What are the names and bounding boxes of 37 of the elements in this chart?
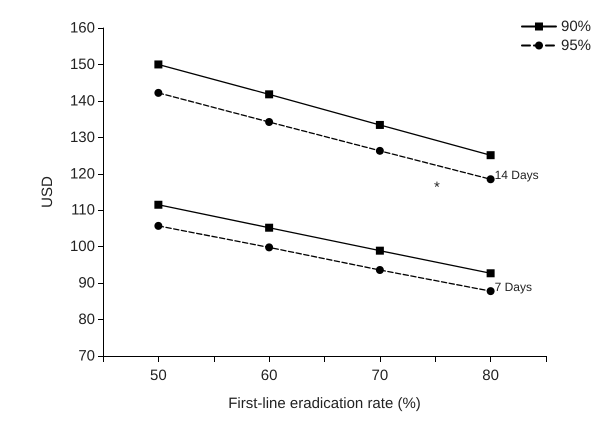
y-tick-label: 90: [78, 274, 95, 292]
x-tick-label: 60: [260, 367, 278, 384]
point: [154, 60, 162, 68]
y-tick-label: 100: [70, 238, 95, 256]
y-tick-label: 120: [70, 165, 95, 182]
point: [154, 222, 162, 230]
legend-label: 90%: [560, 18, 592, 35]
y-axis-title: USD: [39, 176, 56, 208]
y-tick-label: 150: [70, 56, 95, 73]
point: [486, 287, 495, 296]
point: [376, 146, 384, 155]
point: [265, 243, 274, 252]
y-tick-label: 80: [78, 311, 95, 328]
point: [486, 269, 495, 278]
point: [154, 88, 162, 97]
y-tick-label: 110: [71, 202, 95, 219]
legend-label: 95%: [560, 37, 592, 54]
y-tick-label: 70: [78, 348, 95, 364]
point: [265, 90, 274, 98]
y-tick-label: 160: [70, 20, 95, 36]
point: [154, 200, 162, 209]
x-axis-title: First-line eradication rate (%): [228, 395, 421, 412]
point: [376, 120, 384, 129]
point: [486, 175, 495, 184]
point: [376, 246, 384, 255]
annotation: 14 Days: [494, 168, 539, 182]
point: [486, 151, 495, 160]
point: [376, 266, 384, 274]
annotation: *: [434, 179, 440, 196]
point: [265, 224, 274, 232]
x-tick-label: 50: [150, 367, 167, 384]
y-tick-label: 130: [70, 128, 95, 146]
y-tick-label: 140: [70, 92, 95, 110]
x-tick-label: 70: [372, 367, 388, 384]
point: [265, 118, 274, 126]
annotation: 7 Days: [494, 280, 532, 294]
x-tick-label: 80: [482, 367, 499, 384]
